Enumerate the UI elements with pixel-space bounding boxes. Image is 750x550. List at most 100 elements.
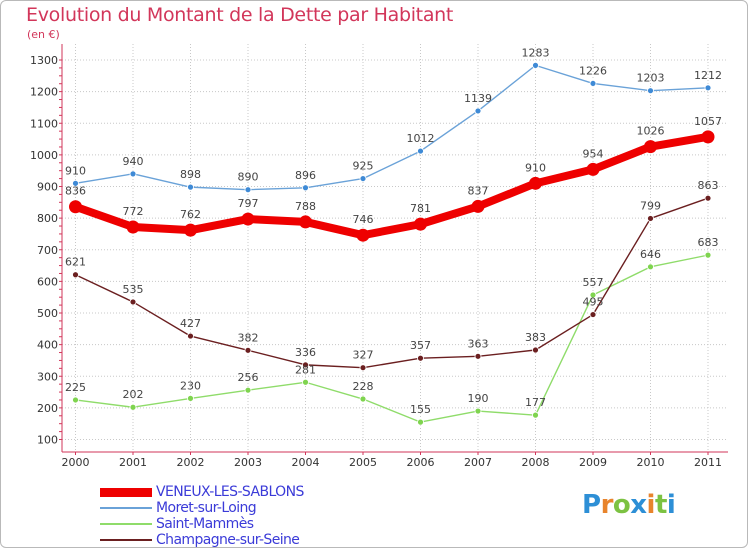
legend-label: Saint-Mammès: [156, 516, 254, 532]
data-label: 1026: [637, 125, 665, 138]
data-label: 1226: [579, 64, 607, 77]
legend-label: VENEUX-LES-SABLONS: [156, 484, 304, 500]
data-point: [302, 378, 309, 386]
data-label: 1203: [637, 72, 665, 85]
x-tick-label: 2009: [579, 456, 607, 469]
data-point: [529, 176, 542, 190]
x-tick-label: 2006: [407, 456, 435, 469]
data-label: 1283: [522, 46, 550, 59]
data-label: 797: [238, 197, 259, 210]
data-label: 683: [698, 236, 719, 249]
x-tick-label: 2000: [62, 456, 90, 469]
data-label: 190: [468, 392, 489, 405]
logo-letter: P: [582, 490, 601, 520]
data-point: [532, 346, 539, 354]
data-point: [69, 200, 82, 214]
data-point: [356, 228, 370, 242]
data-point: [72, 271, 79, 279]
data-point: [302, 184, 309, 192]
data-point: [474, 407, 482, 415]
data-point: [471, 199, 485, 213]
logo-letter: x: [630, 490, 647, 520]
data-label: 155: [410, 403, 431, 416]
unit-label: (en €): [27, 28, 60, 41]
data-point: [647, 87, 654, 95]
data-point: [704, 251, 712, 259]
y-tick-label: 400: [37, 339, 58, 352]
legend-item: Champagne-sur-Seine: [100, 532, 304, 548]
data-label: 910: [65, 164, 86, 177]
data-point: [644, 140, 657, 154]
data-label: 1212: [694, 69, 722, 82]
x-tick-label: 2008: [522, 456, 550, 469]
data-label: 799: [640, 199, 661, 212]
data-label: 837: [468, 184, 489, 197]
legend-label: Moret-sur-Loing: [156, 500, 257, 516]
data-label: 383: [525, 331, 546, 344]
data-point: [129, 298, 137, 306]
legend-swatch: [100, 487, 152, 497]
data-point: [647, 215, 654, 222]
y-tick-label: 300: [37, 370, 58, 383]
y-tick-label: 1000: [30, 149, 58, 162]
data-label: 940: [123, 155, 144, 168]
data-label: 1012: [407, 132, 435, 145]
y-tick-label: 900: [37, 181, 58, 194]
data-point: [302, 361, 309, 369]
data-label: 495: [583, 296, 604, 309]
data-point: [184, 223, 197, 237]
data-point: [187, 394, 194, 402]
data-label: 1139: [464, 92, 492, 105]
data-point: [417, 418, 424, 426]
data-label: 896: [295, 169, 316, 182]
data-label: 202: [123, 388, 144, 401]
data-label: 954: [583, 147, 604, 160]
data-label: 836: [65, 185, 86, 198]
data-label: 177: [525, 396, 546, 409]
data-label: 336: [295, 346, 316, 359]
y-tick-label: 500: [37, 307, 58, 320]
logo-letter: t: [654, 490, 667, 520]
x-tick-label: 2003: [234, 456, 262, 469]
data-label: 781: [410, 202, 431, 215]
data-point: [241, 212, 255, 226]
data-label: 256: [238, 371, 259, 384]
data-label: 327: [353, 349, 374, 362]
data-point: [474, 107, 482, 115]
y-tick-label: 1200: [30, 86, 58, 99]
x-tick-label: 2005: [349, 456, 377, 469]
axes: 100 200 300 400 500 600 700 800 900 1000 1100 1200 1…: [30, 44, 728, 469]
series-line: [71, 132, 712, 240]
data-point: [589, 80, 597, 87]
data-label: 898: [180, 168, 201, 181]
data-label: 357: [410, 339, 431, 352]
data-label: 230: [180, 379, 201, 392]
y-tick-label: 100: [37, 434, 58, 447]
x-tick-label: 2001: [119, 456, 147, 469]
logo-letter: r: [600, 490, 614, 520]
data-labels: 836 772 762 797 788 746 781 837 910 954 1026 1057 91…: [65, 46, 722, 416]
data-label: 228: [353, 380, 374, 393]
data-point: [129, 170, 137, 178]
legend-label: Champagne-sur-Seine: [156, 532, 300, 548]
data-point: [187, 332, 194, 340]
legend: VENEUX-LES-SABLONS Moret-sur-Loing Saint-M…: [100, 484, 304, 548]
series-lines: [69, 61, 715, 426]
data-point: [647, 263, 654, 271]
data-label: 535: [123, 283, 144, 296]
y-tick-label: 1100: [30, 117, 58, 130]
proxiti-logo: Proxiti: [582, 490, 676, 520]
data-point: [244, 186, 252, 194]
data-point: [414, 217, 427, 231]
data-point: [417, 354, 424, 362]
data-point: [187, 183, 194, 191]
y-tick-label: 1300: [30, 54, 58, 67]
data-label: 363: [468, 337, 489, 350]
x-tick-label: 2011: [694, 456, 722, 469]
data-label: 762: [180, 208, 201, 221]
series-line: [74, 64, 709, 191]
y-tick-label: 800: [37, 212, 58, 225]
data-point: [589, 311, 597, 318]
